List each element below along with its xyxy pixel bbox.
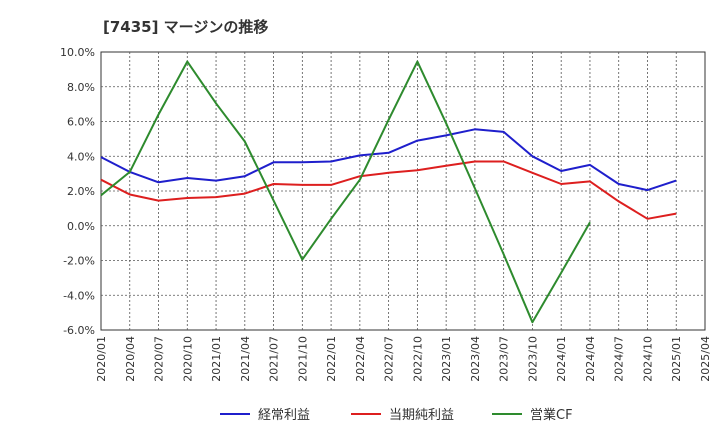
y-tick-label: 0.0% bbox=[67, 220, 95, 233]
y-tick-label: 4.0% bbox=[67, 150, 95, 163]
x-tick-label: 2024/01 bbox=[555, 336, 568, 382]
y-tick-label: 8.0% bbox=[67, 81, 95, 94]
y-axis: 10.0% 8.0% 6.0% 4.0% 2.0% 0.0% -2.0% -4.0% -6.0% bbox=[60, 46, 95, 337]
legend-label: 当期純利益 bbox=[389, 408, 454, 423]
legend-label: 営業CF bbox=[530, 407, 573, 423]
series-line bbox=[100, 160, 677, 220]
x-tick-label: 2022/07 bbox=[383, 336, 396, 382]
series-lines bbox=[100, 60, 677, 324]
series-line bbox=[100, 60, 591, 324]
x-tick-label: 2025/01 bbox=[670, 336, 683, 382]
x-tick-label: 2020/10 bbox=[181, 336, 194, 382]
x-tick-label: 2024/07 bbox=[613, 336, 626, 382]
x-tick-label: 2024/04 bbox=[584, 336, 597, 382]
x-axis: 2020/01 2020/04 2020/07 2020/10 2021/01 2021/… bbox=[95, 336, 712, 382]
x-tick-label: 2022/10 bbox=[411, 336, 424, 382]
x-tick-label: 2022/04 bbox=[354, 336, 367, 382]
y-tick-label: 10.0% bbox=[60, 46, 95, 59]
y-tick-label: -4.0% bbox=[63, 289, 95, 302]
x-tick-label: 2021/10 bbox=[296, 336, 309, 382]
x-tick-label: 2020/07 bbox=[153, 336, 166, 382]
x-tick-label: 2021/01 bbox=[210, 336, 223, 382]
legend-label: 経常利益 bbox=[258, 408, 310, 423]
grid bbox=[101, 52, 705, 330]
y-tick-label: -2.0% bbox=[63, 255, 95, 268]
x-tick-label: 2020/04 bbox=[124, 336, 137, 382]
chart-title: [7435] マージンの推移 bbox=[103, 18, 268, 36]
x-tick-label: 2023/10 bbox=[526, 336, 539, 382]
x-tick-label: 2022/01 bbox=[325, 336, 338, 382]
x-tick-label: 2021/07 bbox=[268, 336, 281, 382]
x-tick-label: 2023/01 bbox=[440, 336, 453, 382]
x-tick-label: 2024/10 bbox=[641, 336, 654, 382]
x-tick-label: 2020/01 bbox=[95, 336, 108, 382]
y-tick-label: 6.0% bbox=[67, 116, 95, 129]
x-tick-label: 2023/04 bbox=[469, 336, 482, 382]
y-tick-label: 2.0% bbox=[67, 185, 95, 198]
x-tick-label: 2023/07 bbox=[498, 336, 511, 382]
series-line bbox=[100, 128, 677, 192]
y-tick-label: -6.0% bbox=[63, 324, 95, 337]
legend: 経常利益 当期純利益 営業CF bbox=[220, 407, 573, 423]
x-tick-label: 2021/04 bbox=[239, 336, 252, 382]
x-tick-label: 2025/04 bbox=[699, 336, 712, 382]
